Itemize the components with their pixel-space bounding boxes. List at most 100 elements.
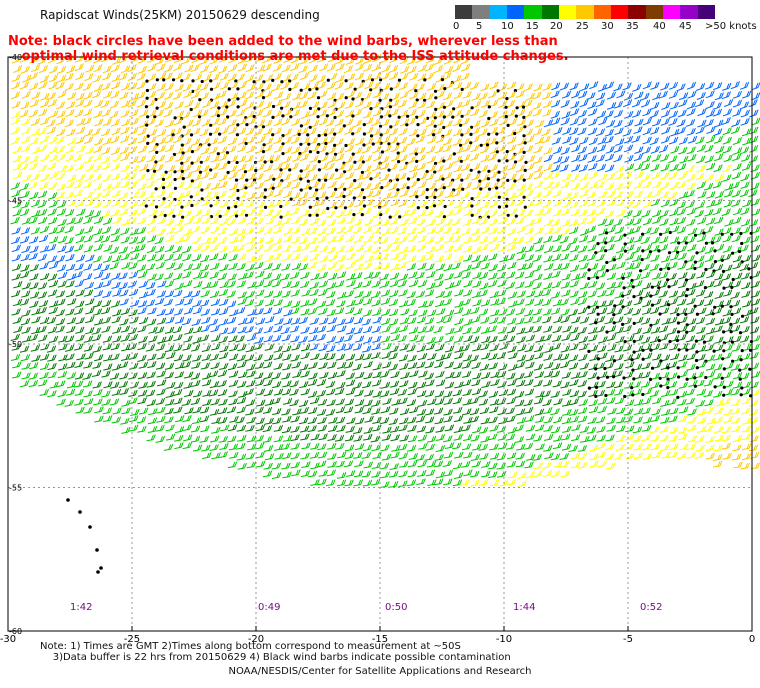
wind-barb: [253, 354, 263, 362]
wind-barb: [614, 345, 624, 353]
wind-barb: [713, 454, 723, 461]
wind-barb: [542, 108, 552, 117]
wind-barb: [47, 390, 57, 398]
wind-barb: [676, 119, 686, 128]
wind-barb: [148, 335, 158, 343]
wind-barb: [739, 363, 750, 371]
wind-barb: [334, 126, 344, 135]
wind-barb: [588, 326, 598, 335]
wind-barb: [552, 244, 562, 253]
wind-barb: [390, 333, 401, 342]
wind-barb: [164, 83, 174, 91]
contamination-dot: [316, 150, 320, 154]
wind-barb: [667, 327, 677, 335]
wind-barb: [219, 263, 229, 272]
wind-barb: [173, 308, 184, 316]
wind-barb: [182, 210, 192, 218]
wind-barb: [310, 200, 320, 208]
wind-barb: [354, 443, 365, 451]
wind-barb: [73, 153, 83, 162]
wind-barb: [263, 227, 273, 235]
wind-barb: [661, 451, 671, 459]
wind-barb: [157, 336, 167, 344]
wind-barb: [658, 325, 669, 333]
wind-barb: [678, 316, 688, 324]
wind-barb: [139, 407, 149, 415]
contamination-dot: [487, 169, 491, 173]
wind-barb: [218, 153, 228, 162]
wind-barb: [371, 470, 381, 478]
wind-barb: [624, 119, 634, 128]
wind-barb: [110, 135, 120, 144]
wind-barb: [245, 424, 255, 432]
wind-barb: [326, 388, 336, 396]
wind-barb: [120, 135, 130, 143]
wind-barb: [417, 470, 427, 477]
wind-barb: [137, 127, 147, 136]
wind-barb: [551, 281, 562, 289]
wind-barb: [220, 424, 230, 432]
wind-barb: [193, 181, 203, 189]
wind-barb: [220, 209, 230, 217]
wind-barb: [128, 309, 138, 317]
wind-barb: [544, 263, 554, 271]
y-tick-label: -50: [9, 340, 22, 349]
wind-barb: [569, 390, 580, 398]
wind-barb: [406, 156, 416, 164]
wind-barb: [327, 461, 337, 468]
wind-barb: [235, 73, 245, 82]
wind-barb: [732, 453, 742, 461]
wind-barb: [291, 216, 301, 225]
wind-barb: [640, 92, 650, 101]
wind-barb: [353, 434, 363, 442]
wind-barb: [524, 326, 534, 334]
wind-barb: [192, 307, 203, 315]
contamination-dot: [641, 357, 645, 361]
wind-barb: [211, 334, 221, 342]
wind-barb: [741, 300, 752, 308]
wind-barb: [352, 226, 362, 234]
contamination-dot: [198, 170, 202, 174]
wind-barb: [327, 262, 338, 270]
wind-barb: [425, 263, 435, 271]
wind-barb: [722, 127, 732, 136]
wind-barb: [21, 326, 31, 334]
contamination-dot: [263, 205, 268, 209]
wind-barb: [398, 324, 409, 333]
wind-barb: [310, 442, 320, 450]
contamination-dot: [504, 115, 508, 119]
wind-barb: [112, 326, 122, 334]
wind-barb: [480, 83, 490, 92]
wind-barb: [308, 361, 318, 370]
wind-barb: [362, 298, 373, 306]
contamination-dot: [162, 78, 166, 82]
wind-barb: [641, 252, 652, 261]
wind-barb: [640, 174, 651, 182]
wind-barb: [201, 444, 211, 452]
wind-barb: [201, 372, 212, 380]
wind-barb: [479, 282, 489, 290]
wind-barb: [714, 399, 724, 407]
wind-barb: [236, 354, 246, 362]
wind-barb: [748, 145, 759, 153]
wind-barb: [741, 290, 751, 298]
wind-barb: [705, 101, 715, 109]
wind-barb: [101, 200, 112, 208]
legend-label: 30: [601, 21, 614, 32]
wind-barb: [471, 191, 482, 200]
wind-barb: [121, 82, 131, 91]
wind-barb: [273, 388, 284, 396]
wind-barb: [652, 180, 662, 189]
wind-barb: [238, 371, 248, 379]
wind-barb: [607, 263, 617, 272]
wind-barb: [355, 137, 365, 146]
wind-barb: [714, 92, 724, 101]
wind-barb: [461, 424, 471, 432]
wind-barb: [66, 325, 76, 334]
wind-barb: [317, 109, 328, 118]
contamination-dot: [369, 88, 373, 92]
contamination-dot: [389, 87, 393, 91]
contamination-dot: [720, 258, 724, 262]
wind-barb: [478, 255, 489, 263]
wind-barb: [264, 343, 275, 351]
